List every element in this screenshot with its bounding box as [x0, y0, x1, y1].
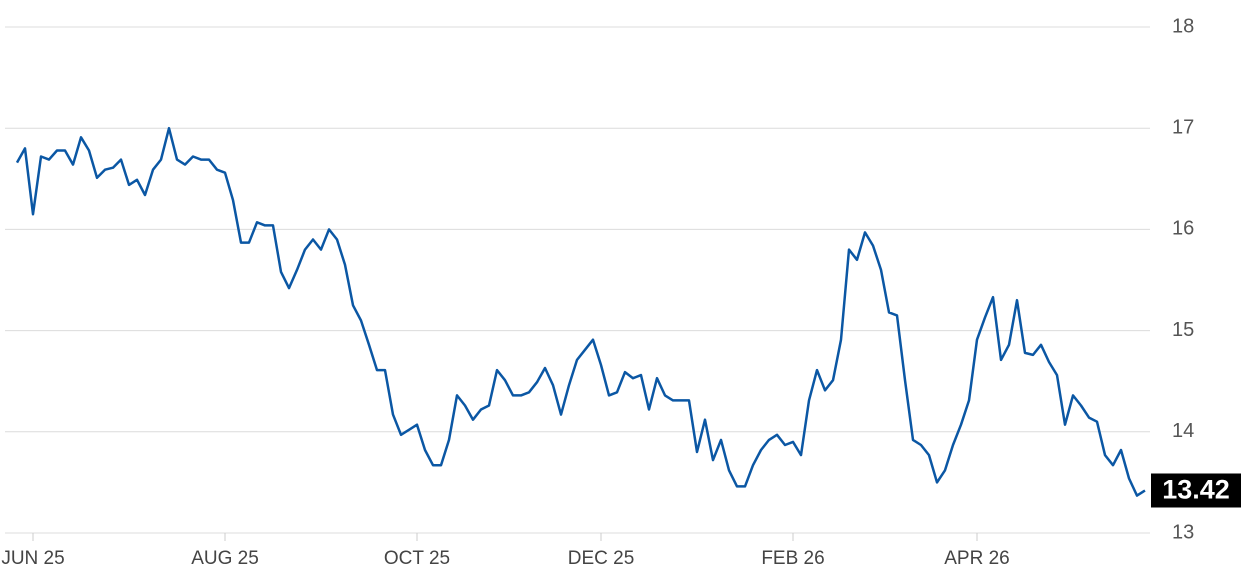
x-tick-label: OCT 25 [384, 548, 450, 569]
last-value-box [1151, 473, 1241, 508]
y-tick-label: 18 [1172, 15, 1194, 37]
x-tick-label: FEB 26 [761, 548, 824, 569]
x-tick-label: DEC 25 [568, 548, 635, 569]
x-tick-label: APR 26 [944, 548, 1009, 569]
y-tick-label: 14 [1172, 420, 1194, 442]
y-tick-label: 15 [1172, 319, 1194, 341]
price-line [15, 126, 1146, 497]
y-tick-label: 13 [1172, 521, 1194, 543]
x-tick-label: JUN 25 [1, 548, 64, 569]
y-tick-label: 16 [1172, 218, 1194, 240]
x-tick-label: AUG 25 [191, 548, 259, 569]
y-tick-label: 17 [1172, 116, 1194, 138]
last-value-label: 13.42 [1162, 475, 1230, 505]
